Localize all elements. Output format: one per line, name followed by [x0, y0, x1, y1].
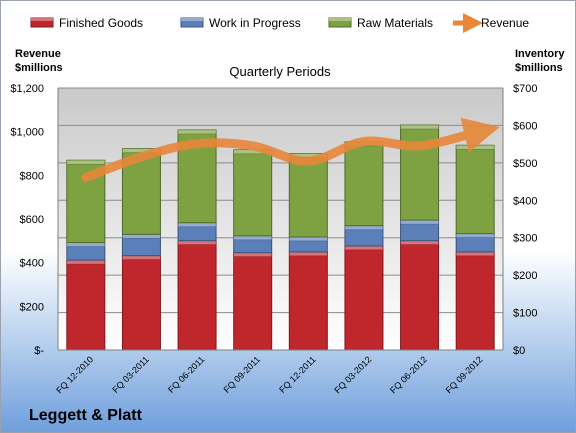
- right-tick-label: $0: [513, 345, 525, 357]
- right-axis-label-line1: Inventory: [515, 48, 565, 60]
- bar-cap-work-in-progress: [233, 235, 272, 241]
- bar-cap-finished-goods: [289, 251, 328, 257]
- revenue-line: [81, 117, 500, 183]
- bar-cap-finished-goods: [122, 255, 161, 260]
- bar-cap-finished-goods: [66, 259, 106, 265]
- x-tick-label: FQ 06-2012: [388, 354, 429, 395]
- left-tick-label: $400: [20, 258, 44, 270]
- x-tick-label: FQ 09-2011: [222, 354, 263, 395]
- legend-swatch-cap-raw-materials: [329, 18, 351, 21]
- bar-cap-raw-materials: [177, 129, 217, 135]
- bar-finished-goods: [344, 245, 384, 351]
- x-tick-label: FQ 03-2012: [332, 354, 373, 395]
- right-tick-label: $500: [513, 158, 537, 170]
- bar-cap-work-in-progress: [122, 234, 161, 239]
- legend-swatch-cap-finished-goods: [31, 18, 53, 21]
- bar-cap-work-in-progress: [66, 242, 106, 247]
- legend-label-work-in-progress: Work in Progress: [209, 16, 301, 30]
- bar-cap-raw-materials: [400, 124, 439, 130]
- left-tick-label: $800: [20, 170, 44, 182]
- x-tick-label: FQ 12-2011: [277, 354, 318, 395]
- left-tick-label: $200: [20, 301, 44, 313]
- x-tick-label: FQ 06-2011: [166, 354, 207, 395]
- bar-raw-materials: [233, 149, 273, 237]
- bar-cap-work-in-progress: [289, 236, 328, 242]
- left-tick-label: $1,000: [10, 127, 44, 139]
- left-axis-label-line1: Revenue: [15, 48, 61, 60]
- plot-title: Quarterly Periods: [229, 64, 331, 79]
- right-tick-label: $100: [513, 308, 537, 320]
- bar-cap-finished-goods: [344, 245, 384, 251]
- legend-label-finished-goods: Finished Goods: [59, 16, 143, 30]
- company-name: Leggett & Platt: [29, 407, 142, 424]
- x-tick-label: FQ 09-2012: [444, 354, 485, 395]
- bar-cap-work-in-progress: [400, 219, 439, 225]
- bar-finished-goods: [400, 240, 440, 351]
- x-tick-label: FQ 03-2011: [110, 354, 151, 395]
- bar-cap-work-in-progress: [177, 222, 217, 228]
- bar-raw-materials: [455, 144, 495, 235]
- bar-cap-finished-goods: [177, 240, 217, 246]
- right-tick-label: $700: [513, 83, 537, 95]
- bar-cap-finished-goods: [455, 251, 495, 257]
- right-tick-label: $600: [513, 120, 537, 132]
- legend-swatch-cap-work-in-progress: [181, 18, 203, 21]
- bar-cap-raw-materials: [66, 159, 106, 165]
- bar-finished-goods: [455, 251, 495, 351]
- right-tick-label: $400: [513, 195, 537, 207]
- legend-label-raw-materials: Raw Materials: [357, 16, 433, 30]
- right-axis-label-line2: $millions: [515, 62, 563, 74]
- bar-cap-raw-materials: [455, 144, 495, 150]
- bar-raw-materials: [344, 141, 384, 227]
- bar-cap-finished-goods: [400, 240, 439, 246]
- left-axis-label-line2: $millions: [15, 62, 63, 74]
- bar-cap-finished-goods: [233, 252, 272, 257]
- bar-cap-work-in-progress: [455, 233, 495, 238]
- left-tick-label: $-: [34, 345, 44, 357]
- bar-finished-goods: [233, 252, 273, 351]
- left-tick-label: $1,200: [10, 83, 44, 95]
- bar-finished-goods: [66, 259, 106, 351]
- right-tick-label: $200: [513, 270, 537, 282]
- bar-finished-goods: [177, 240, 217, 351]
- bar-finished-goods: [121, 255, 161, 351]
- x-tick-label: FQ 12-2010: [54, 354, 95, 395]
- bar-raw-materials: [288, 153, 328, 238]
- right-tick-label: $300: [513, 233, 537, 245]
- bar-cap-work-in-progress: [344, 225, 384, 231]
- bar-finished-goods: [288, 251, 328, 351]
- left-tick-label: $600: [20, 214, 44, 226]
- legend-label-revenue: Revenue: [481, 16, 529, 30]
